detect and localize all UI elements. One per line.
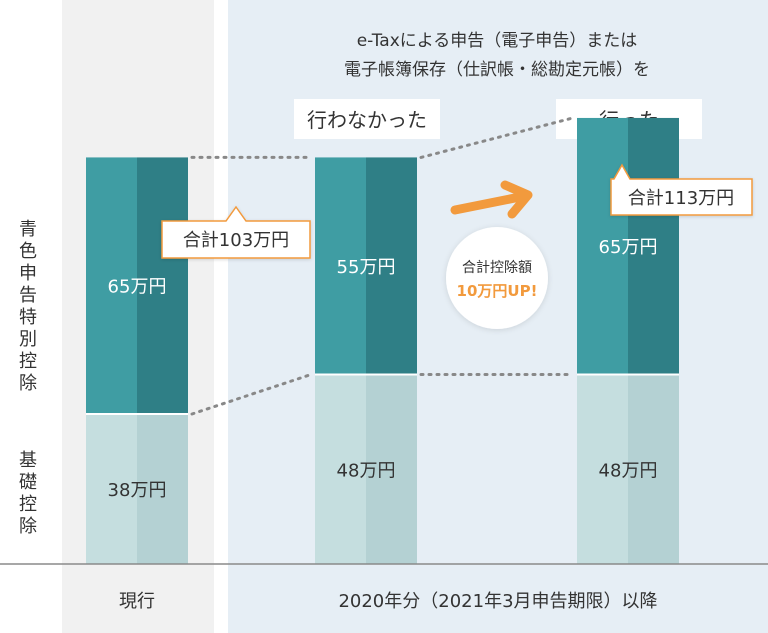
bar-basic-shade-0 xyxy=(137,414,188,564)
data-label-blue-0: 65万円 xyxy=(108,277,167,298)
badge-line-2: 10万円UP! xyxy=(457,282,538,300)
period-label-current: 現行 xyxy=(119,591,155,612)
bar-blue-1 xyxy=(315,157,366,375)
total-callout-103-text: 合計103万円 xyxy=(183,230,289,251)
category-label-no-text: 行わなかった xyxy=(307,108,427,132)
ylabel-top-char-1: 色 xyxy=(19,241,37,262)
total-callout-113: 合計113万円 xyxy=(610,163,753,216)
bar-basic-shade-2 xyxy=(628,374,679,564)
increase-arrow-icon xyxy=(450,180,533,219)
ylabel-bottom-char-0: 基 xyxy=(19,450,37,471)
bar-group-2: 65万円 48万円 xyxy=(577,117,679,564)
ylabel-bottom-char-2: 控 xyxy=(19,494,37,515)
ylabel-top-char-5: 別 xyxy=(19,329,37,350)
ylabel-top-char-0: 青 xyxy=(19,219,37,240)
bar-blue-shade-0 xyxy=(137,157,188,414)
bar-blue-0 xyxy=(86,157,137,414)
ylabel-bottom-char-1: 礎 xyxy=(19,472,37,493)
ylabel-top-char-7: 除 xyxy=(19,373,37,394)
data-label-blue-1: 55万円 xyxy=(337,257,396,278)
total-callout-113-text: 合計113万円 xyxy=(628,188,734,209)
badge-line-1: 合計控除額 xyxy=(462,260,532,276)
ylabel-top-char-3: 告 xyxy=(19,285,37,306)
data-label-basic-1: 48万円 xyxy=(337,460,396,481)
bar-basic-2 xyxy=(577,374,628,564)
dotted-connectors xyxy=(190,116,575,416)
increase-badge: 合計控除額 10万円UP! xyxy=(446,227,548,329)
bar-group-1: 55万円 48万円 xyxy=(315,157,417,564)
ylabel-top-char-2: 申 xyxy=(19,263,37,284)
bars: 65万円 38万円 55万円 48万円 65万円 48万円 xyxy=(86,117,679,564)
data-label-basic-2: 48万円 xyxy=(599,460,658,481)
header-line-2: 電子帳簿保存（仕訳帳・総勘定元帳）を xyxy=(344,60,650,80)
bar-group-0: 65万円 38万円 xyxy=(86,157,188,564)
ylabel-top-char-4: 特 xyxy=(19,307,37,328)
bar-basic-0 xyxy=(86,414,137,564)
connector-join-0-1 xyxy=(190,373,313,416)
bar-blue-shade-1 xyxy=(366,157,417,375)
bar-blue-2 xyxy=(577,117,628,375)
period-label-new: 2020年分（2021年3月申告期限）以降 xyxy=(338,591,657,612)
bar-basic-shade-1 xyxy=(366,374,417,564)
total-callout-103: 合計103万円 xyxy=(161,205,311,259)
bar-blue-shade-2 xyxy=(628,117,679,375)
data-label-basic-0: 38万円 xyxy=(108,480,167,501)
header-line-1: e-Taxによる申告（電子申告）または xyxy=(357,31,638,51)
connector-top-1-2 xyxy=(419,116,575,159)
ylabel-bottom-char-3: 除 xyxy=(19,516,37,537)
category-label-no: 行わなかった xyxy=(294,99,440,139)
ylabel-top-char-6: 控 xyxy=(19,351,37,372)
bar-basic-1 xyxy=(315,374,366,564)
data-label-blue-2: 65万円 xyxy=(599,237,658,258)
